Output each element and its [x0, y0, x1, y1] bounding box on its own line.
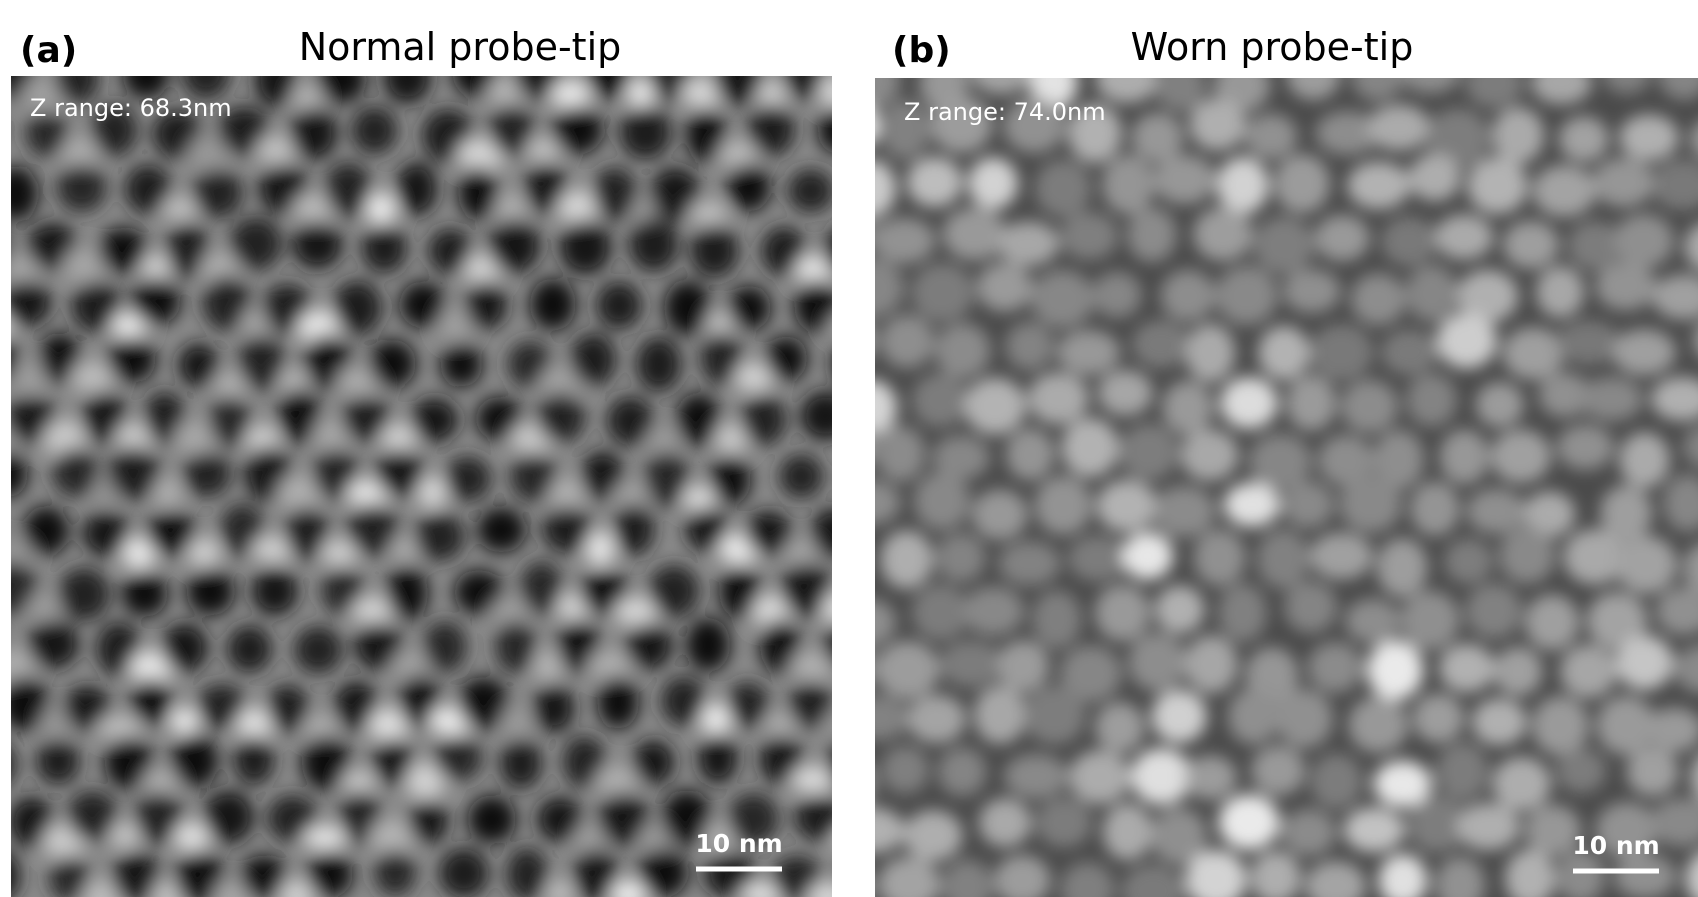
- panel-title: Normal probe-tip: [299, 25, 622, 69]
- z-range: Z range: 74.0nm: [904, 98, 1106, 126]
- afm-image-a: [11, 76, 832, 897]
- panel-label: (b): [892, 30, 951, 71]
- panel-title: Worn probe-tip: [1131, 25, 1414, 69]
- scale-bar-label: 10 nm: [1572, 831, 1659, 860]
- scale-bar-label: 10 nm: [695, 829, 782, 858]
- z-range: Z range: 68.3nm: [30, 94, 232, 122]
- afm-image-b: [875, 78, 1698, 897]
- panel-label: (a): [20, 30, 77, 71]
